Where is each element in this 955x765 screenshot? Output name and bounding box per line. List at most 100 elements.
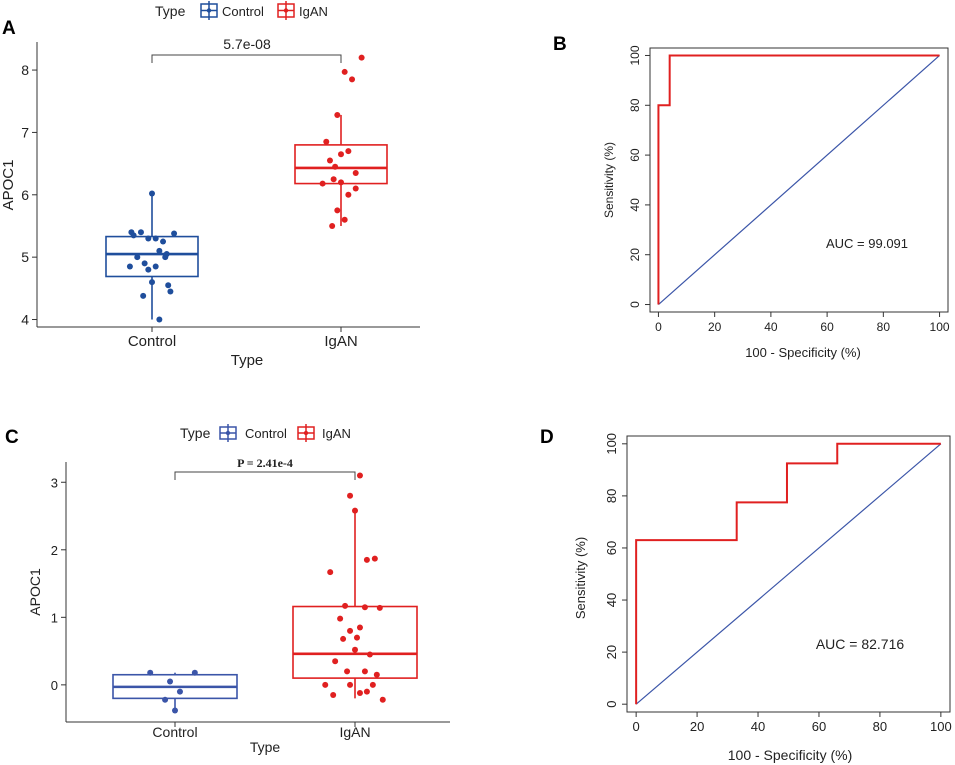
- auc-label-b: AUC = 99.091: [826, 236, 908, 251]
- data-point-igan: [330, 176, 337, 183]
- data-point-igan: [352, 507, 358, 514]
- legend-title: Type: [180, 425, 211, 441]
- y-tick-label: 60: [628, 148, 642, 162]
- data-point-igan: [334, 111, 341, 118]
- data-point-control: [128, 229, 135, 236]
- plot-area-d: [635, 442, 942, 705]
- data-point-control: [149, 279, 155, 286]
- data-point-igan: [344, 668, 351, 675]
- panel-c: C Type Control IgAN: [5, 424, 450, 755]
- y-tick-label: 20: [628, 248, 642, 262]
- legend-igan-label: IgAN: [322, 426, 351, 441]
- data-point-igan: [347, 627, 354, 634]
- panel-b: B 0 20 40 60 80 100 0 20 40 60 80 100 100 - Specifi…: [553, 34, 950, 360]
- data-point-control: [191, 669, 198, 676]
- y-tick-label: 0: [604, 701, 619, 708]
- data-point-control: [152, 263, 159, 270]
- data-point-igan: [353, 634, 360, 641]
- x-tick-label: 0: [655, 320, 662, 334]
- data-point-igan: [349, 76, 356, 83]
- legend-a: Type Control IgAN: [155, 1, 328, 20]
- data-point-igan: [319, 180, 326, 187]
- x-axis-title-c: Type: [250, 739, 281, 755]
- data-point-igan: [338, 151, 344, 158]
- y-tick-label: 4: [21, 312, 29, 328]
- reference-diagonal: [658, 55, 940, 305]
- legend-control-key: [219, 424, 237, 442]
- y-tick-label: 3: [51, 475, 58, 490]
- p-value-a: 5.7e-08: [223, 36, 271, 52]
- x-tick-label: 0: [633, 719, 640, 734]
- data-point-igan: [327, 569, 334, 576]
- data-point-igan: [371, 555, 378, 562]
- data-point-igan: [341, 216, 348, 223]
- y-axis-title-a: APOC1: [0, 160, 17, 211]
- data-point-control: [167, 678, 174, 685]
- data-point-igan: [322, 681, 329, 688]
- data-point-control: [149, 190, 155, 197]
- y-tick-label: 1: [51, 610, 58, 625]
- legend-control-label: Control: [222, 4, 264, 19]
- x-tick-label: 60: [820, 320, 834, 334]
- data-point-control: [165, 282, 172, 289]
- y-tick-label: 5: [21, 249, 29, 265]
- panel-a: A Type Control IgAN: [0, 1, 420, 369]
- data-point-control: [145, 266, 152, 273]
- data-point-igan: [369, 681, 376, 688]
- data-point-control: [134, 254, 141, 261]
- data-point-igan: [323, 138, 330, 145]
- box-igan: [294, 144, 388, 185]
- x-tick-label: 100: [930, 719, 952, 734]
- data-point-control: [162, 254, 169, 261]
- p-value-c: P = 2.41e-4: [237, 456, 293, 470]
- data-point-control: [141, 260, 148, 267]
- data-point-control: [160, 238, 167, 245]
- data-point-control: [137, 229, 144, 236]
- y-tick-label: 0: [628, 301, 642, 308]
- legend-igan-label: IgAN: [299, 4, 328, 19]
- data-point-control: [152, 235, 159, 242]
- legend-title: Type: [155, 3, 186, 19]
- plot-area-c: [112, 472, 418, 714]
- data-point-igan: [352, 646, 358, 653]
- data-point-igan: [356, 689, 363, 696]
- x-tick-label: 80: [873, 719, 887, 734]
- data-point-igan: [352, 169, 359, 176]
- data-point-igan: [340, 635, 347, 642]
- roc-curve: [657, 54, 940, 305]
- data-point-igan: [352, 185, 359, 192]
- panel-letter-c: C: [5, 427, 19, 448]
- plot-frame-d: [626, 435, 951, 713]
- x-axis-title-b: 100 - Specificity (%): [745, 345, 861, 360]
- y-tick-label: 0: [51, 678, 58, 693]
- y-ticks-a: 4 5 6 7 8: [21, 62, 37, 328]
- y-tick-label: 40: [604, 593, 619, 607]
- category-label-control: Control: [152, 724, 197, 740]
- reference-diagonal: [635, 443, 942, 705]
- x-tick-label: 100: [930, 320, 950, 334]
- plot-area-b: [657, 54, 940, 305]
- data-point-igan: [341, 68, 348, 75]
- y-tick-label: 2: [51, 543, 58, 558]
- y-tick-label: 40: [628, 198, 642, 212]
- data-point-control: [126, 263, 133, 270]
- y-tick-label: 20: [604, 645, 619, 659]
- data-point-igan: [356, 472, 363, 479]
- data-point-control: [140, 292, 147, 299]
- data-point-igan: [347, 492, 354, 499]
- y-axis-title-b: Sensitivity (%): [602, 142, 616, 218]
- data-point-igan: [373, 671, 380, 678]
- data-point-control: [176, 688, 183, 695]
- data-point-control: [171, 230, 178, 237]
- legend-igan-key: [277, 1, 295, 20]
- data-point-control: [172, 707, 178, 714]
- auc-label-d: AUC = 82.716: [816, 636, 905, 652]
- y-tick-label: 100: [604, 433, 619, 455]
- data-point-igan: [345, 191, 352, 198]
- ticks-b: 0 20 40 60 80 100 0 20 40 60 80 100: [628, 45, 950, 334]
- x-tick-label: 60: [812, 719, 826, 734]
- y-axis-title-c: APOC1: [27, 568, 43, 616]
- data-point-igan: [334, 207, 341, 214]
- y-tick-label: 60: [604, 541, 619, 555]
- data-point-control: [167, 288, 174, 295]
